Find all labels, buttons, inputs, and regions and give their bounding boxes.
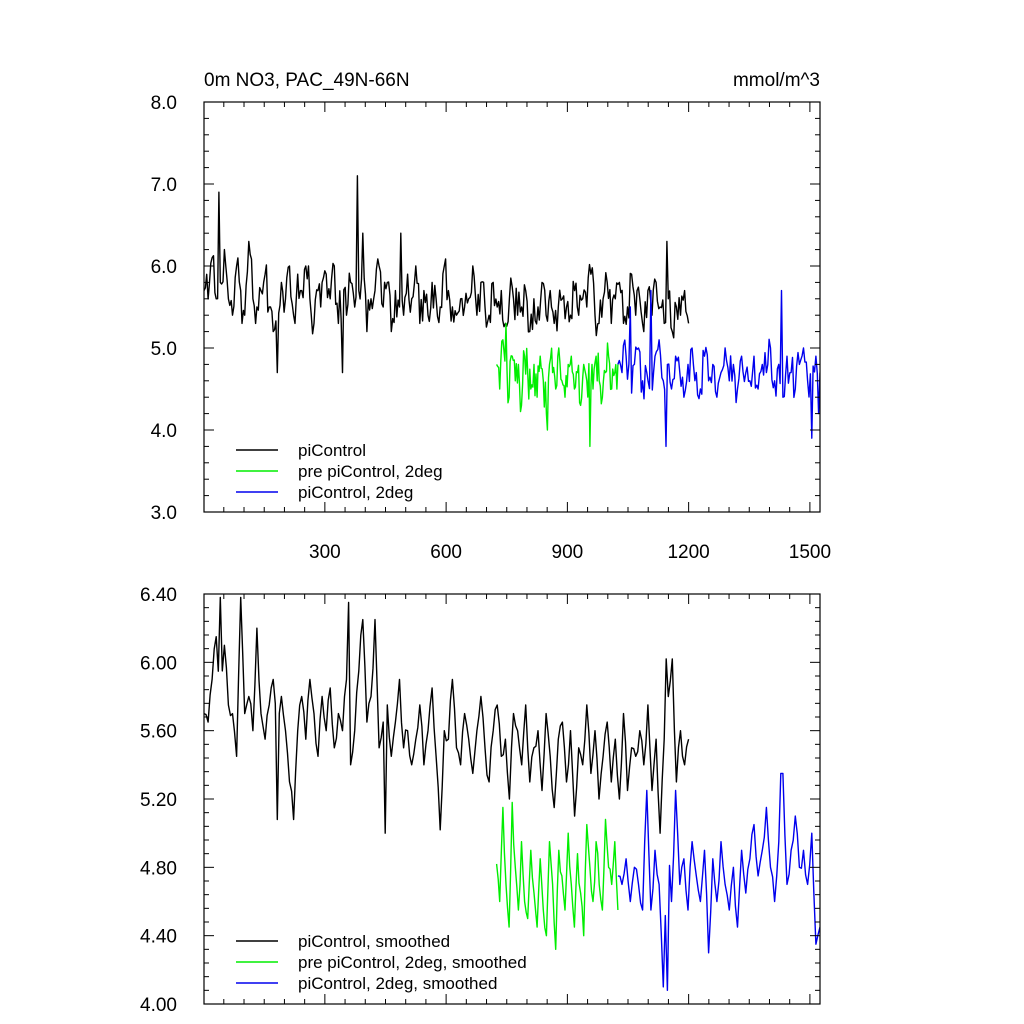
y-tick-label: 5.60 [140,722,177,743]
y-tick-label: 3.0 [151,503,177,524]
chart-units-label: mmol/m^3 [733,70,820,91]
bottom-axis-ticks: 4.00 4.40 4.80 5.20 5.60 6.00 6.40 [140,585,820,1016]
x-tick-label: 300 [309,542,341,563]
top-plot-area [204,175,820,448]
legend-label: pre piControl, 2deg, smoothed [298,953,527,972]
x-tick-label: 1500 [789,542,831,563]
y-tick-label: 5.20 [140,790,177,811]
legend-label: piControl [298,441,366,460]
y-tick-label: 6.00 [140,653,177,674]
series-line-picontrol [204,175,690,374]
y-tick-label: 4.80 [140,858,177,879]
series-line-pre-picontrol-2deg [495,322,619,448]
top-axis-ticks: 3.0 4.0 5.0 6.0 7.0 8.0 300 600 900 1200 1500 [151,93,831,563]
series-line-picontrol-2deg-smoothed [617,772,820,991]
legend-label: piControl, smoothed [298,932,450,951]
x-tick-label: 600 [430,542,462,563]
bottom-panel: 4.00 4.40 4.80 5.20 5.60 6.00 6.40 piControl, … [140,585,821,1016]
legend-label: piControl, 2deg [298,483,413,502]
bottom-plot-area [204,596,820,991]
bottom-plot-frame [203,593,821,1005]
y-tick-label: 4.0 [151,421,177,442]
x-tick-label: 900 [552,542,584,563]
series-line-pre-picontrol-2deg-smoothed [495,801,619,950]
x-tick-label: 1200 [667,542,709,563]
y-tick-label: 5.0 [151,339,177,360]
y-tick-label: 6.40 [140,585,177,606]
chart-title-left: 0m NO3, PAC_49N-66N [204,70,410,91]
y-tick-label: 4.00 [140,995,177,1016]
top-plot-frame [203,101,821,513]
legend-label: pre piControl, 2deg [298,462,443,481]
series-line-picontrol-2deg [617,289,820,448]
bottom-legend: piControl, smoothed pre piControl, 2deg, … [236,932,527,993]
y-tick-label: 4.40 [140,927,177,948]
top-legend: piControl pre piControl, 2deg piControl, 2… [236,441,443,502]
legend-label: piControl, 2deg, smoothed [298,974,497,993]
y-tick-label: 8.0 [151,93,177,114]
y-tick-label: 7.0 [151,175,177,196]
top-panel: 0m NO3, PAC_49N-66N mmol/m^3 3.0 4.0 5.0 6.… [151,70,831,563]
y-tick-label: 6.0 [151,257,177,278]
series-line-picontrol-smoothed [204,596,690,834]
